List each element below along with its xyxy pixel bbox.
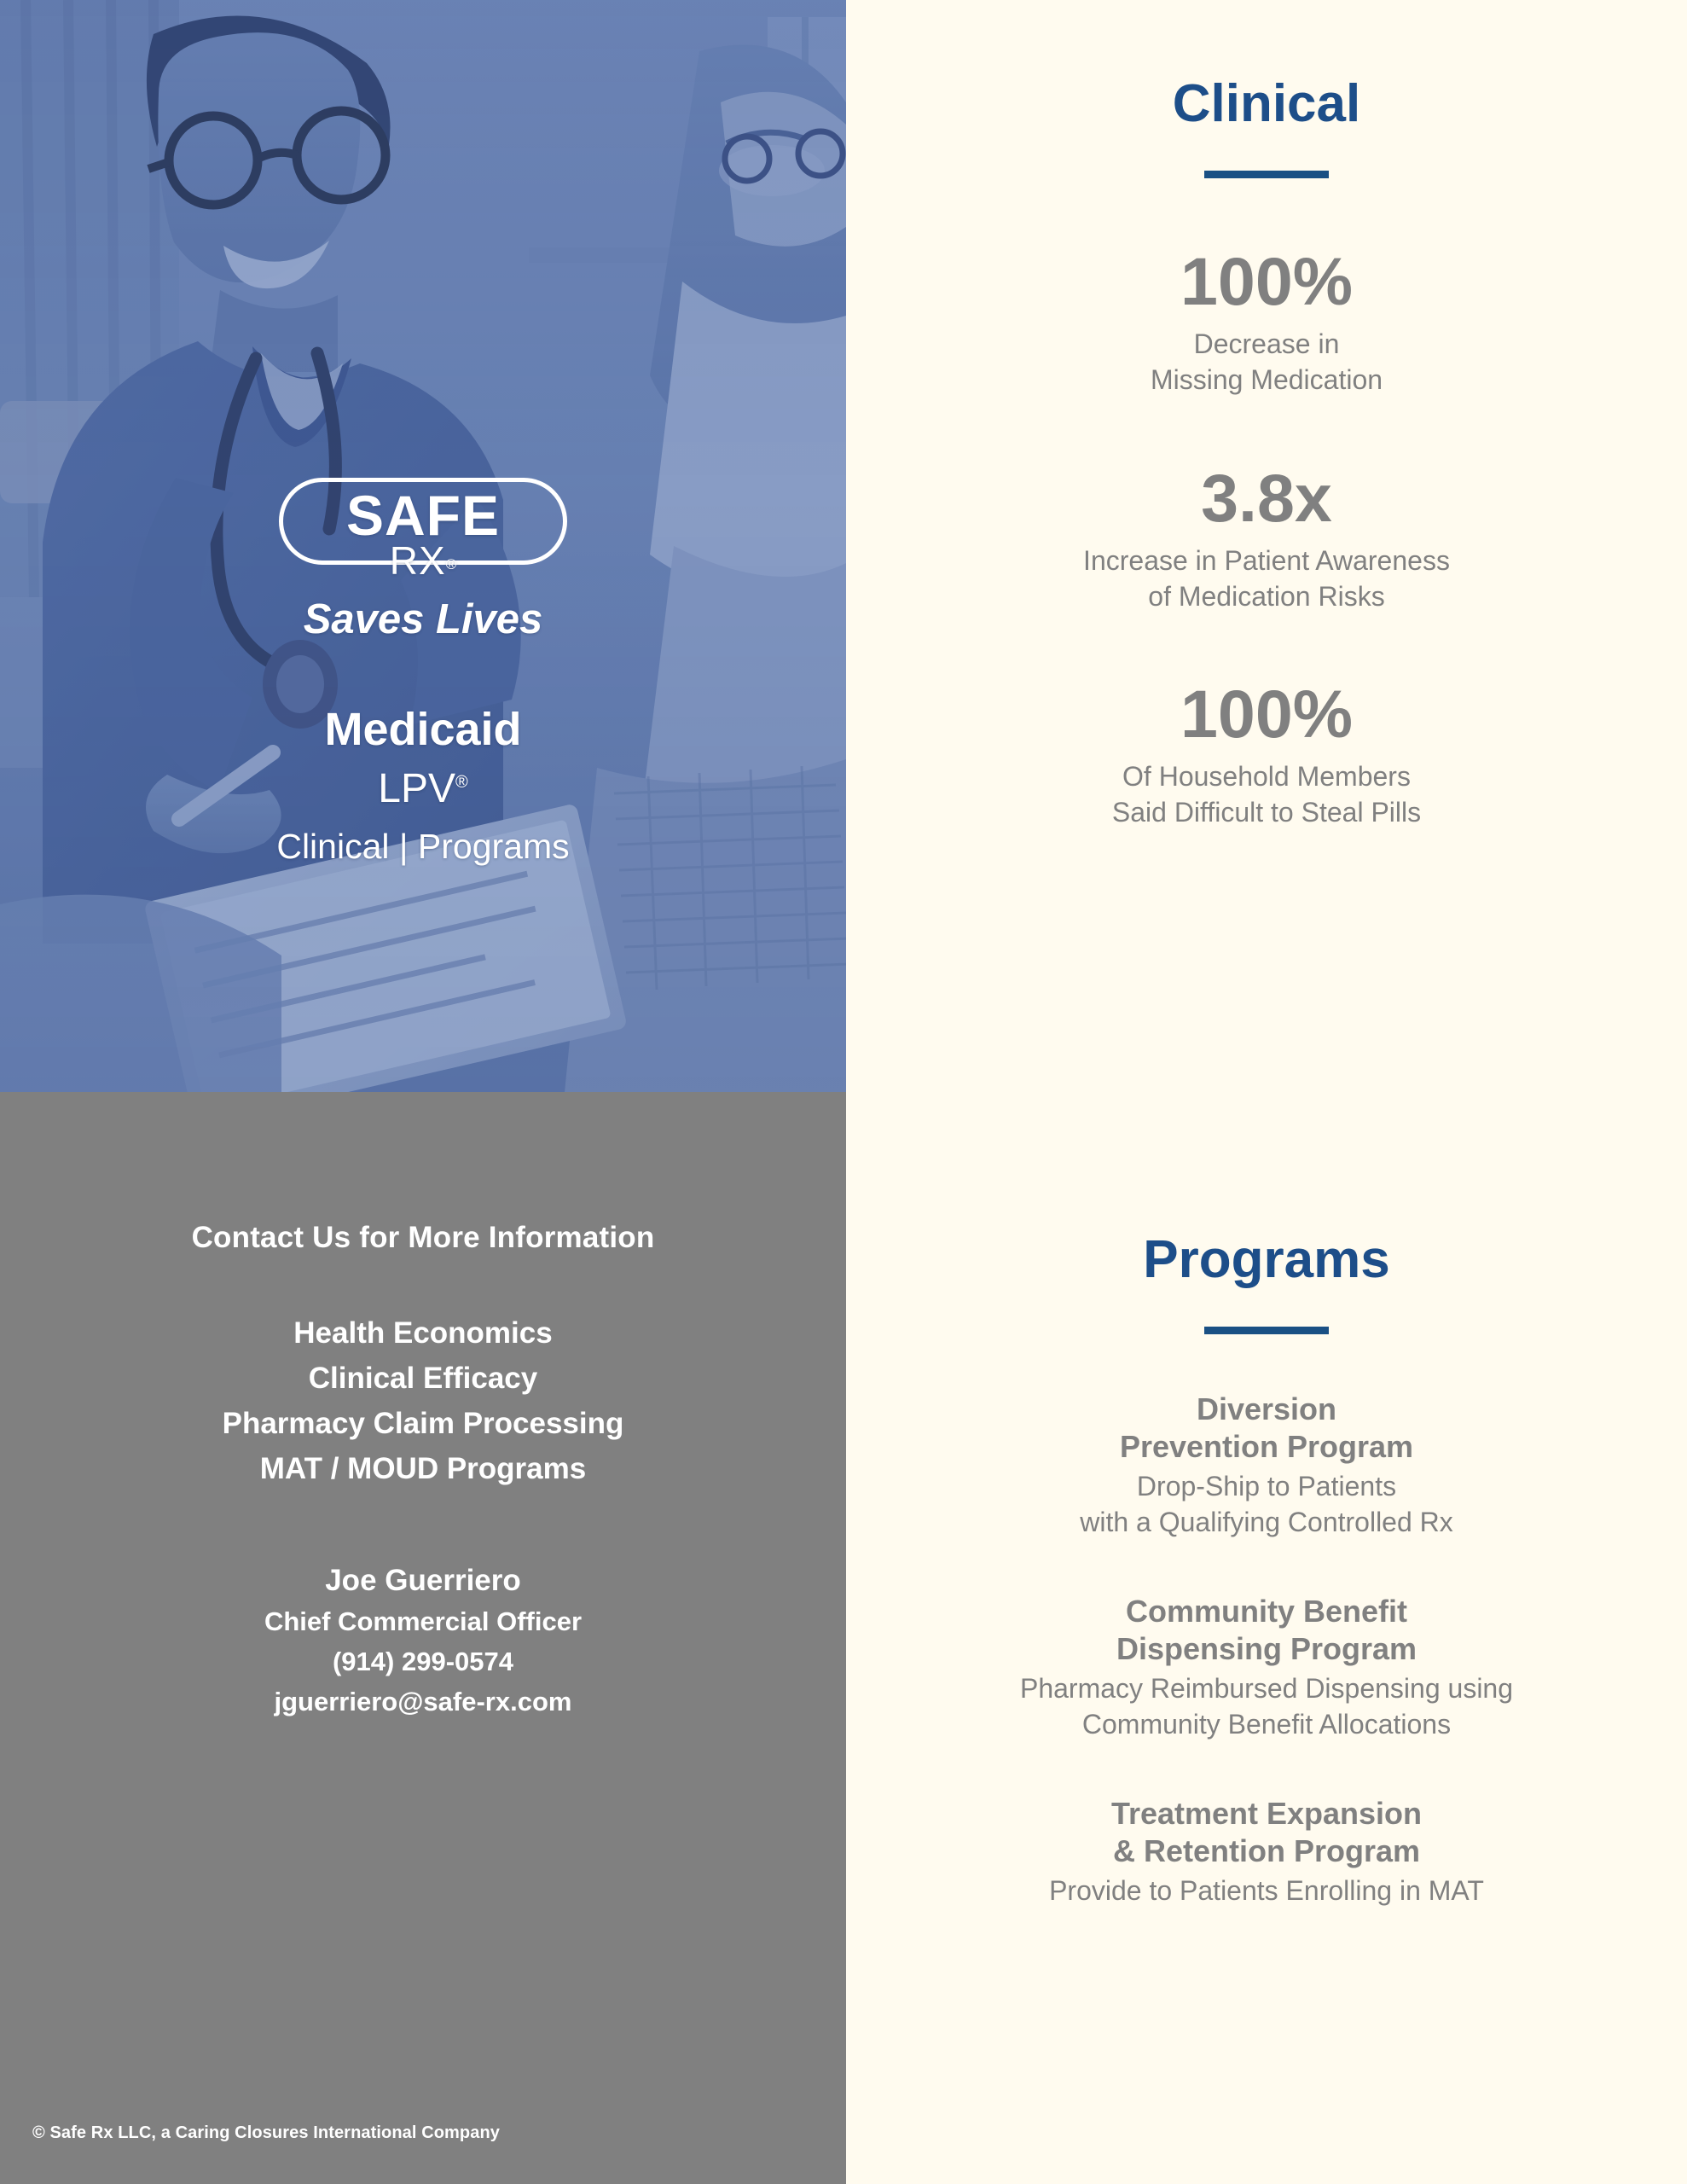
- program-block: Treatment Expansion & Retention Program …: [1049, 1795, 1484, 1908]
- list-item: Health Economics: [293, 1316, 553, 1350]
- list-item: Pharmacy Claim Processing: [222, 1407, 624, 1440]
- stat-label-line: Increase in Patient Awareness: [1083, 544, 1450, 576]
- program-block: Diversion Prevention Program Drop-Ship t…: [1080, 1391, 1453, 1540]
- stat-label: Decrease in Missing Medication: [1151, 326, 1383, 398]
- program-title-line: Diversion: [1196, 1391, 1337, 1427]
- stat-label-line: of Medication Risks: [1148, 580, 1385, 612]
- program-title: Diversion Prevention Program: [1080, 1391, 1453, 1466]
- healthcare-worker-photo: [0, 0, 846, 1092]
- stat-label-line: Of Household Members: [1122, 760, 1411, 792]
- contact-person-name: Joe Guerriero: [325, 1564, 521, 1597]
- hero-product-registered-mark: ®: [455, 773, 468, 793]
- stat-value: 100%: [1180, 243, 1354, 320]
- list-item: MAT / MOUD Programs: [259, 1452, 587, 1485]
- contact-person-email[interactable]: jguerriero@safe-rx.com: [274, 1687, 572, 1717]
- hero-tagline: Saves Lives: [303, 596, 543, 642]
- stat-label: Of Household Members Said Difficult to S…: [1112, 758, 1421, 830]
- contact-heading: Contact Us for More Information: [191, 1221, 655, 1254]
- program-desc-line: Community Benefit Allocations: [1081, 1708, 1452, 1740]
- stat-label-line: Said Difficult to Steal Pills: [1111, 797, 1422, 828]
- hero-product-label: LPV: [378, 766, 455, 812]
- program-description: Drop-Ship to Patients with a Qualifying …: [1080, 1469, 1453, 1540]
- clinical-section-title: Clinical: [1172, 74, 1361, 133]
- hero-program-name: Medicaid: [324, 703, 522, 755]
- logo-safe-text: SAFE: [345, 484, 501, 547]
- stat-value: 100%: [1180, 676, 1354, 752]
- program-title-line: Community Benefit: [1125, 1594, 1407, 1629]
- program-desc-line: Pharmacy Reimbursed Dispensing using: [1019, 1673, 1514, 1704]
- contact-person-phone[interactable]: (914) 299-0574: [332, 1647, 513, 1677]
- logo-registered-mark: ®: [445, 555, 457, 572]
- duotone-overlay: [0, 0, 846, 1092]
- logo-rx-text: RX: [389, 538, 446, 583]
- clinical-section-divider: [1204, 171, 1329, 179]
- contact-panel: Contact Us for More Information Health E…: [0, 1092, 846, 2184]
- service-list: Health Economics Clinical Efficacy Pharm…: [223, 1316, 624, 1496]
- hero-image-panel: SAFE RX® Saves Lives Medicaid LPV® Clini…: [0, 0, 846, 1092]
- logo-rx-row: RX®: [279, 541, 567, 580]
- stat-block: 100% Of Household Members Said Difficult…: [1112, 676, 1421, 830]
- hero-product-name: LPV®: [378, 766, 468, 812]
- program-desc-line: Drop-Ship to Patients: [1136, 1471, 1397, 1502]
- logo-rounded-frame: [279, 478, 567, 565]
- contact-person-title: Chief Commercial Officer: [264, 1606, 583, 1636]
- program-desc-line: Provide to Patients Enrolling in MAT: [1049, 1875, 1484, 1906]
- program-description: Provide to Patients Enrolling in MAT: [1049, 1873, 1484, 1909]
- programs-section: Programs Diversion Prevention Program Dr…: [846, 1230, 1687, 1909]
- program-block: Community Benefit Dispensing Program Pha…: [1020, 1593, 1513, 1742]
- programs-section-title: Programs: [1143, 1230, 1390, 1289]
- program-desc-line: with a Qualifying Controlled Rx: [1080, 1506, 1453, 1537]
- hero-subtitle: Clinical | Programs: [276, 827, 570, 867]
- program-title-line: & Retention Program: [1112, 1833, 1421, 1869]
- program-title: Community Benefit Dispensing Program: [1020, 1593, 1513, 1668]
- left-column: SAFE RX® Saves Lives Medicaid LPV® Clini…: [0, 0, 846, 2184]
- programs-section-divider: [1204, 1327, 1329, 1335]
- stat-label: Increase in Patient Awareness of Medicat…: [1083, 543, 1450, 614]
- hero-content: SAFE RX® Saves Lives Medicaid LPV® Clini…: [0, 478, 846, 866]
- blue-tint-layer: [0, 0, 846, 1092]
- list-item: Clinical Efficacy: [308, 1362, 538, 1395]
- stat-label-line: Decrease in: [1193, 328, 1340, 360]
- program-description: Pharmacy Reimbursed Dispensing using Com…: [1020, 1671, 1513, 1742]
- program-title-line: Treatment Expansion: [1110, 1796, 1423, 1832]
- program-title-line: Dispensing Program: [1116, 1631, 1417, 1667]
- program-title-line: Prevention Program: [1119, 1429, 1414, 1465]
- copyright-notice: © Safe Rx LLC, a Caring Closures Interna…: [32, 2123, 501, 2142]
- stat-block: 100% Decrease in Missing Medication: [1151, 243, 1383, 398]
- contact-person-block: Joe Guerriero Chief Commercial Officer (…: [264, 1563, 582, 1720]
- stat-label-line: Missing Medication: [1150, 364, 1383, 396]
- stat-value: 3.8x: [1201, 459, 1332, 536]
- right-column: Clinical 100% Decrease in Missing Medica…: [846, 0, 1687, 2184]
- stat-block: 3.8x Increase in Patient Awareness of Me…: [1083, 459, 1450, 614]
- safe-rx-logo: SAFE RX®: [279, 478, 567, 580]
- program-title: Treatment Expansion & Retention Program: [1049, 1795, 1484, 1870]
- clinical-section: Clinical 100% Decrease in Missing Medica…: [846, 74, 1687, 830]
